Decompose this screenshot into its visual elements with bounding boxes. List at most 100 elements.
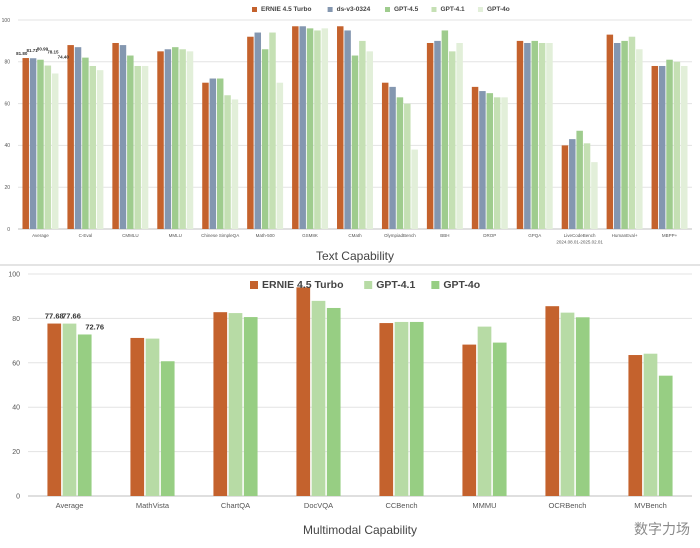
x-tick-label-olympiadbench: OlympiadBench [384, 233, 416, 238]
bar-gpt-4-1-followbench [628, 36, 636, 229]
x-tick-label-followbench: HumanEval+ [612, 233, 638, 238]
x-tick-label-average: Average [32, 233, 49, 238]
data-label-gpt-4o: 72.76 [85, 322, 104, 331]
data-label-gpt-4-1: 77.66 [62, 312, 81, 321]
x-axis-title: Text Capability [316, 249, 394, 263]
bar-ds-v3-0324-olympiadbench [389, 86, 396, 229]
bar-ernie-4-5-turbo-aime [426, 42, 434, 229]
bar-ernie-4-5-turbo-ccbench [379, 323, 394, 496]
bar-gpt-4-1-aime [448, 51, 456, 229]
bar-gpt-4o-cmmlu [141, 65, 149, 229]
legend-label-ds-v3-0324: ds-v3-0324 [337, 6, 371, 13]
bar-gpt-4o-cmath [366, 51, 373, 229]
bar-gpt-4-1-chartqa [228, 313, 243, 496]
bar-gpt-4o-bfcl [681, 65, 688, 229]
bar-gpt-4o-mmlu [186, 51, 194, 229]
bar-ds-v3-0324-ifeval [569, 139, 576, 229]
bar-ernie-4-5-turbo-ifeval [561, 145, 569, 229]
bar-gpt-4o-mathvista [160, 361, 175, 496]
x-tick-label-bfcl: MBPP+ [662, 233, 678, 238]
bar-ds-v3-0324-followbench [613, 42, 621, 229]
bar-gpt-4-1-chinese-simpleqa [224, 95, 231, 230]
bar-gpt-4-5-math-500 [261, 49, 269, 230]
bar-gpt-4-1-ifeval [583, 143, 591, 229]
bar-gpt-4-1-math-500 [269, 32, 276, 229]
data-label-ds-v3-0324: 81.71 [26, 48, 38, 53]
y-tick-label: 100 [2, 18, 11, 24]
bar-ernie-4-5-turbo-average [22, 58, 29, 230]
bar-gpt-4o-mbpp [546, 42, 553, 229]
bar-gpt-4-1-olympiadbench [404, 103, 411, 229]
legend-swatch-gpt-4o [477, 7, 483, 12]
y-tick-label: 40 [4, 143, 10, 149]
bar-gpt-4o-mvbench [658, 375, 673, 496]
bar-gpt-4o-livecodebench [501, 97, 508, 229]
legend-label-gpt-4-1: GPT-4.1 [376, 279, 415, 291]
bar-gpt-4o-ifeval [591, 162, 598, 229]
bar-gpt-4-1-mathvista [145, 338, 160, 496]
bar-gpt-4-5-bfcl [666, 59, 673, 230]
y-tick-label: 100 [8, 271, 20, 278]
legend-swatch-ernie-4-5-turbo [252, 7, 257, 12]
x-tick-label-chartqa: ChartQA [221, 501, 250, 510]
legend-label-gpt-4-1: GPT-4.1 [440, 6, 465, 13]
bar-ernie-4-5-turbo-math-500 [247, 36, 254, 229]
bar-gpt-4o-chartqa [243, 317, 258, 496]
legend-label-ernie-4-5-turbo: ERNIE 4.5 Turbo [261, 6, 311, 13]
bar-gpt-4-5-average [37, 59, 44, 230]
x-tick-label-ifeval: LiveCodeBench [564, 233, 596, 238]
legend-label-ernie-4-5-turbo: ERNIE 4.5 Turbo [262, 279, 343, 291]
bar-gpt-4-5-olympiadbench [396, 97, 404, 229]
bar-gpt-4-5-cmath [351, 55, 359, 229]
y-tick-label: 20 [4, 185, 10, 191]
bar-gpt-4-5-livecodebench [486, 93, 494, 230]
y-tick-label: 20 [12, 449, 20, 456]
bar-gpt-4o-chinese-simpleqa [231, 99, 239, 229]
x-tick-label-cmmlu: CMMLU [122, 233, 139, 238]
bar-ernie-4-5-turbo-gsm8k [292, 26, 299, 229]
chart-divider [0, 264, 700, 266]
bar-gpt-4o-docvqa [326, 307, 341, 496]
y-tick-label: 80 [12, 316, 20, 323]
bar-ernie-4-5-turbo-mmmu [462, 344, 477, 496]
x-tick-label-mathvista: MathVista [136, 501, 170, 510]
data-label-gpt-4o: 74.40 [58, 55, 70, 60]
bar-ernie-4-5-turbo-c-eval [67, 45, 74, 229]
bar-gpt-4o-average [51, 73, 59, 229]
bar-gpt-4-1-mmmu [477, 326, 492, 496]
bar-ernie-4-5-turbo-mmlu [157, 51, 164, 229]
bar-ds-v3-0324-average [29, 58, 37, 229]
bar-gpt-4-1-cmmlu [134, 65, 141, 229]
bar-ds-v3-0324-mbpp [524, 42, 531, 229]
x-tick-label-ccbench: CCBench [385, 501, 417, 510]
bar-gpt-4-5-gsm8k [306, 28, 314, 229]
bar-gpt-4o-ccbench [409, 321, 424, 496]
bar-ernie-4-5-turbo-average [47, 323, 62, 496]
bar-gpt-4o-average [77, 334, 92, 496]
data-label-gpt-4-1: 78.15 [47, 50, 59, 55]
bar-gpt-4-1-average [62, 323, 77, 496]
bar-ernie-4-5-turbo-mathvista [130, 337, 145, 496]
bar-gpt-4o-ocrbench [575, 317, 590, 496]
data-label-ernie-4-5-turbo: 81.80 [16, 51, 28, 56]
bar-ds-v3-0324-livecodebench [479, 91, 486, 229]
bar-ernie-4-5-turbo-livecodebench [471, 86, 479, 229]
bar-gpt-4-1-mbpp [538, 42, 546, 229]
bar-gpt-4-1-bfcl [673, 61, 681, 229]
bar-ds-v3-0324-cmmlu [119, 45, 127, 229]
bar-gpt-4-5-chinese-simpleqa [216, 78, 224, 230]
bar-gpt-4-1-livecodebench [493, 97, 501, 229]
legend-swatch-gpt-4o [431, 281, 440, 289]
x-tick-label-aime: BBH [440, 233, 449, 238]
x-tick-label-mvbench: MVBench [634, 501, 667, 510]
x-tick-label-mbpp: GPQA [528, 233, 541, 238]
y-tick-label: 80 [4, 60, 10, 66]
bar-ernie-4-5-turbo-mbpp [516, 40, 524, 230]
bar-gpt-4-1-docvqa [311, 300, 326, 496]
bar-gpt-4o-aime [456, 42, 463, 229]
watermark-text: 数字力场 [634, 521, 690, 537]
y-tick-label: 0 [16, 493, 20, 500]
x-tick-label-ifeval: 2024.08.01-2025.02.01 [556, 240, 603, 245]
x-tick-label-chinese-simpleqa: Chinese SimpleQA [201, 233, 239, 238]
